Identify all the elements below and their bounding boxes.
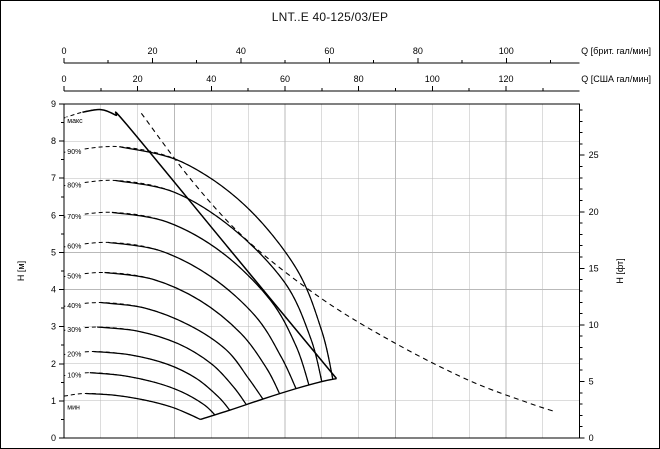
svg-text:Q [США гал/мин]: Q [США гал/мин] — [581, 74, 651, 84]
curve-мин — [86, 392, 201, 421]
svg-text:0: 0 — [61, 74, 66, 84]
max-limit-dashed-curve — [140, 112, 555, 412]
svg-text:7: 7 — [51, 173, 56, 183]
curve-dashed-макс — [63, 108, 337, 379]
svg-text:10%: 10% — [67, 372, 81, 379]
svg-text:20: 20 — [589, 207, 599, 217]
svg-text:120: 120 — [498, 74, 513, 84]
svg-text:50%: 50% — [67, 273, 81, 280]
svg-text:80%: 80% — [67, 182, 81, 189]
svg-text:20: 20 — [147, 46, 157, 56]
svg-text:0: 0 — [51, 433, 56, 443]
curve-10% — [89, 372, 216, 416]
svg-text:60%: 60% — [67, 244, 81, 251]
svg-text:H [фт]: H [фт] — [615, 258, 625, 283]
svg-text:80: 80 — [413, 46, 423, 56]
svg-text:20: 20 — [133, 74, 143, 84]
svg-text:100: 100 — [499, 46, 514, 56]
svg-text:80: 80 — [354, 74, 364, 84]
svg-text:90%: 90% — [67, 149, 81, 156]
svg-text:20%: 20% — [67, 351, 81, 358]
svg-text:5: 5 — [51, 247, 56, 257]
svg-text:1: 1 — [51, 396, 56, 406]
svg-text:8: 8 — [51, 136, 56, 146]
envelope-bottom-edge — [200, 377, 337, 421]
svg-text:40: 40 — [236, 46, 246, 56]
svg-text:2: 2 — [51, 359, 56, 369]
svg-text:0: 0 — [589, 433, 594, 443]
svg-text:макс: макс — [67, 118, 83, 125]
svg-text:Q [брит. гал/мин]: Q [брит. гал/мин] — [581, 46, 651, 56]
curve-20% — [93, 350, 231, 411]
curve-dashed-30% — [63, 326, 247, 405]
svg-text:4: 4 — [51, 285, 56, 295]
svg-text:3: 3 — [51, 322, 56, 332]
axis-h-m: 0 1 2 3 4 5 6 7 8 9 H [м] — [16, 99, 64, 443]
svg-text:100: 100 — [425, 74, 440, 84]
svg-text:40%: 40% — [67, 303, 81, 310]
svg-text:9: 9 — [51, 99, 56, 109]
axis-h-ft: 0 5 10 15 20 25 H [фт] — [579, 109, 625, 443]
curve-labels: мин 10% 20% 30% 40% 50% 60% 70% 80% 90% макс — [65, 117, 86, 413]
speed-curves — [63, 108, 338, 421]
curve-макс — [82, 108, 338, 380]
svg-text:25: 25 — [589, 150, 599, 160]
svg-text:10: 10 — [589, 320, 599, 330]
svg-text:мин: мин — [67, 404, 80, 411]
axis-q-us: 0 20 40 60 80 100 120 Q [США гал/мин] — [61, 74, 651, 92]
curve-90% — [119, 146, 334, 380]
curve-40% — [100, 301, 264, 400]
curve-30% — [97, 326, 247, 405]
svg-text:60: 60 — [324, 46, 334, 56]
svg-text:30%: 30% — [67, 327, 81, 334]
curve-80% — [115, 179, 323, 382]
curve-50% — [104, 271, 281, 394]
curve-60% — [108, 241, 297, 389]
svg-text:6: 6 — [51, 210, 56, 220]
grid — [64, 104, 580, 438]
curve-dashed-60% — [63, 241, 297, 389]
curve-dashed-50% — [63, 271, 280, 394]
svg-text:H [м]: H [м] — [16, 261, 26, 281]
svg-text:60: 60 — [280, 74, 290, 84]
svg-text:70%: 70% — [67, 214, 81, 221]
curve-70% — [111, 211, 310, 386]
svg-text:0: 0 — [61, 46, 66, 56]
svg-text:5: 5 — [589, 376, 594, 386]
chart-title: LNT..E 40-125/03/EP — [271, 10, 389, 24]
svg-text:40: 40 — [206, 74, 216, 84]
axis-q-brit: 0 20 40 60 80 100 Q [брит. гал/мин] — [61, 46, 651, 64]
svg-text:15: 15 — [589, 263, 599, 273]
